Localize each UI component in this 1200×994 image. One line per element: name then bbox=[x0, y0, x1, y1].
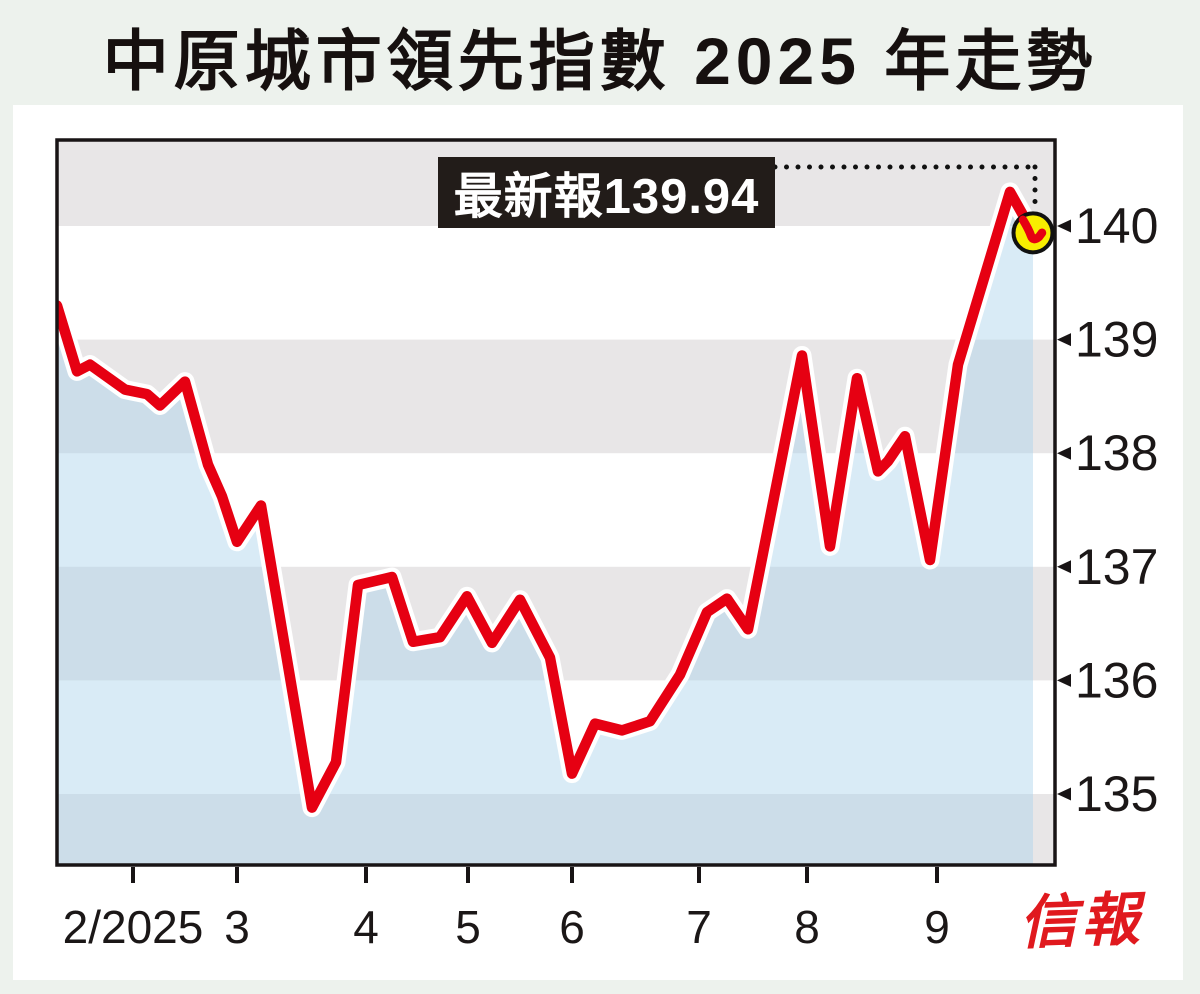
y-axis-label: 137 bbox=[1075, 539, 1158, 595]
x-axis-label: 7 bbox=[686, 901, 712, 953]
y-tick-arrow-icon bbox=[1057, 446, 1071, 460]
grid-band bbox=[57, 794, 1055, 865]
page-title: 中原城市領先指數 2025 年走勢 bbox=[102, 24, 1098, 98]
y-axis-label: 138 bbox=[1075, 425, 1158, 481]
hkej-brand-logo: 信報 bbox=[1018, 884, 1145, 958]
y-axis-label: 135 bbox=[1075, 766, 1158, 822]
x-axis-label: 4 bbox=[353, 901, 379, 953]
y-axis-label: 140 bbox=[1075, 198, 1158, 254]
x-axis-label: 6 bbox=[559, 901, 585, 953]
y-tick-arrow-icon bbox=[1057, 673, 1071, 687]
y-axis-label: 136 bbox=[1075, 652, 1158, 708]
y-tick-arrow-icon bbox=[1057, 333, 1071, 347]
x-axis-label: 2/2025 bbox=[63, 901, 204, 953]
x-axis-label: 5 bbox=[455, 901, 481, 953]
index-area-fill bbox=[57, 191, 1033, 865]
marker-hook-icon bbox=[1018, 215, 1047, 244]
x-axis-label: 9 bbox=[924, 901, 950, 953]
chart-card: 140 139 138 137 136 135 2/2025 3 4 5 6 7 8 9 最新報139.9… bbox=[13, 105, 1183, 980]
chart-canvas: 140 139 138 137 136 135 2/2025 3 4 5 6 7 8 9 bbox=[55, 138, 1158, 953]
y-tick-arrow-icon bbox=[1057, 560, 1071, 574]
plot-area bbox=[57, 140, 1055, 865]
latest-value-callout: 最新報139.94 bbox=[438, 157, 775, 228]
index-line bbox=[57, 186, 1039, 813]
grid-band bbox=[57, 339, 1055, 454]
y-tick-arrow-icon bbox=[1057, 219, 1071, 233]
y-tick-arrow-icon bbox=[1057, 787, 1071, 801]
x-axis-label: 8 bbox=[794, 901, 820, 953]
y-axis-label: 139 bbox=[1075, 312, 1158, 368]
plot-border bbox=[55, 138, 1057, 867]
x-axis-label: 3 bbox=[224, 901, 250, 953]
